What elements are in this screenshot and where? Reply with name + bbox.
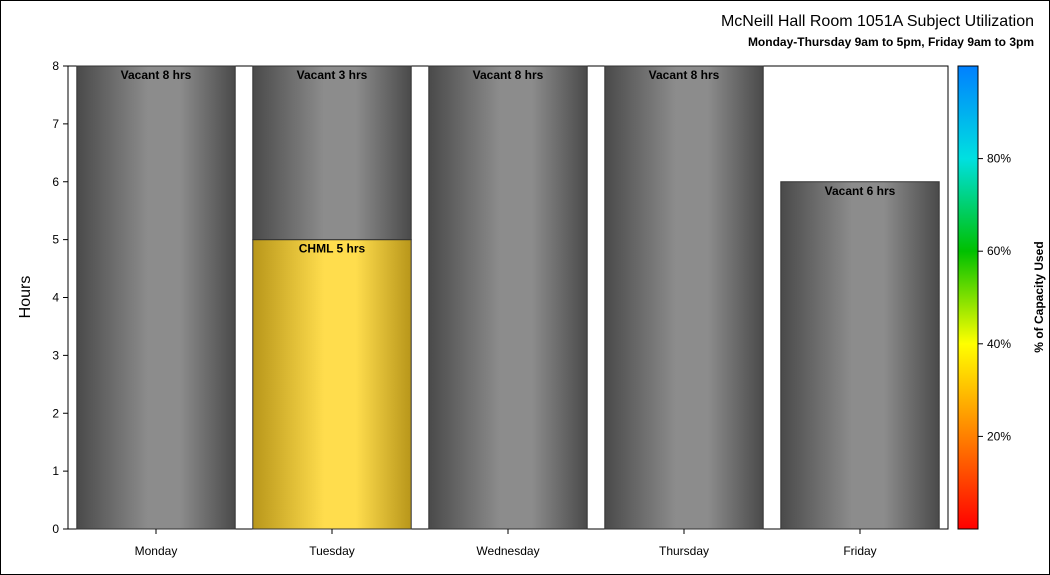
bar-monday-vacant <box>76 65 236 530</box>
bar-label-tuesday-vacant: Vacant 3 hrs <box>297 68 368 82</box>
chart-subtitle: Monday-Thursday 9am to 5pm, Friday 9am t… <box>747 35 1034 49</box>
x-axis: Monday Tuesday Wednesday Thursday Friday <box>135 529 877 558</box>
x-tick-label: Monday <box>135 544 178 558</box>
y-tick-label: 5 <box>52 233 59 247</box>
y-tick-label: 1 <box>52 464 59 478</box>
colorbar-tick-label: 20% <box>987 429 1011 443</box>
y-tick-label: 6 <box>52 175 59 189</box>
y-axis-label: Hours <box>17 276 34 319</box>
colorbar-tick-label: 40% <box>987 337 1011 351</box>
y-tick-label: 3 <box>52 348 59 362</box>
bar-label-monday-vacant: Vacant 8 hrs <box>121 68 192 82</box>
bar-label-friday-vacant: Vacant 6 hrs <box>825 184 896 198</box>
y-axis: 0 1 2 3 4 5 6 7 8 <box>52 59 68 536</box>
colorbar: 20% 40% 60% 80% <box>957 65 1011 530</box>
chart-title: McNeill Hall Room 1051A Subject Utilizat… <box>720 13 1034 30</box>
bar-thursday-vacant <box>604 65 764 530</box>
colorbar-tick-label: 80% <box>987 152 1011 166</box>
bar-tuesday-used <box>252 239 412 530</box>
x-tick-label: Thursday <box>659 544 709 558</box>
colorbar-label: % of Capacity Used <box>1032 241 1046 352</box>
colorbar-tick-label: 60% <box>987 244 1011 258</box>
y-tick-label: 0 <box>52 522 59 536</box>
x-tick-label: Tuesday <box>309 544 355 558</box>
bar-tuesday-vacant <box>252 65 412 241</box>
x-tick-label: Friday <box>843 544 876 558</box>
y-tick-label: 4 <box>52 291 59 305</box>
bar-label-thursday-vacant: Vacant 8 hrs <box>649 68 720 82</box>
bar-label-tuesday-used: CHML 5 hrs <box>299 242 366 256</box>
bars-group: Vacant 8 hrs CHML 5 hrs Vacant 3 hrs Vacant… <box>76 65 940 530</box>
colorbar-gradient <box>957 65 979 530</box>
bar-friday-vacant <box>780 181 940 530</box>
y-tick-label: 7 <box>52 117 59 131</box>
y-tick-label: 2 <box>52 406 59 420</box>
x-tick-label: Wednesday <box>476 544 539 558</box>
y-tick-label: 8 <box>52 59 59 73</box>
bar-label-wednesday-vacant: Vacant 8 hrs <box>473 68 544 82</box>
bar-wednesday-vacant <box>428 65 588 530</box>
